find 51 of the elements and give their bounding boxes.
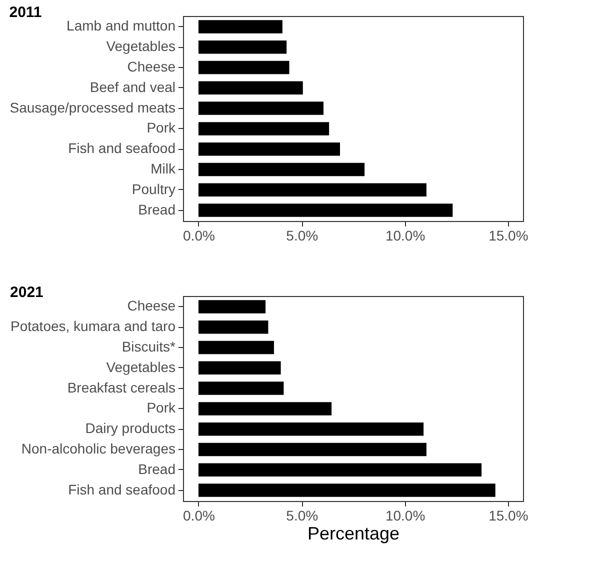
bar — [198, 300, 266, 314]
y-tick-label: Lamb and mutton — [66, 18, 176, 34]
bar — [198, 361, 281, 375]
bar — [198, 40, 287, 54]
y-tick-label: Vegetables — [106, 358, 176, 375]
text: 2021 — [10, 284, 44, 301]
bar — [198, 402, 332, 416]
x-tick-label: 5.0% — [286, 228, 318, 244]
y-tick-label: Biscuits* — [122, 338, 176, 355]
bar — [198, 320, 268, 334]
bar — [198, 102, 324, 115]
y-tick-label: Breakfast cereals — [67, 379, 176, 396]
bar — [198, 142, 340, 156]
x-tick-label: 15.0% — [488, 228, 528, 244]
bar — [198, 183, 426, 197]
y-tick-label: Bread — [138, 201, 176, 218]
y-tick-label: Pork — [146, 120, 176, 136]
text: 2011 — [9, 4, 42, 21]
bar — [198, 382, 284, 395]
y-tick-label: Vegetables — [106, 38, 176, 54]
y-tick-label: Pork — [146, 400, 176, 416]
y-tick-label: Fish and seafood — [68, 140, 176, 156]
y-tick-label: Beef and veal — [90, 78, 176, 95]
y-tick-label: Milk — [150, 160, 176, 176]
y-tick-label: Cheese — [127, 58, 176, 75]
y-tick-label: Bread — [138, 460, 176, 477]
bar — [198, 422, 424, 436]
bar — [198, 340, 274, 354]
x-axis-title: Percentage — [307, 524, 400, 544]
bar — [198, 122, 330, 136]
y-tick-label: Potatoes, kumara and taro — [10, 318, 176, 334]
x-tick-label: 10.0% — [385, 508, 426, 524]
bar — [198, 442, 426, 456]
x-tick-label: 10.0% — [385, 228, 426, 244]
bar — [198, 463, 482, 477]
bar — [198, 162, 365, 176]
y-tick-label: Poultry — [132, 180, 176, 197]
y-tick-label: Dairy products — [85, 420, 176, 436]
x-tick-label: 0.0% — [183, 228, 215, 244]
x-tick-label: 5.0% — [286, 508, 318, 524]
bar — [198, 60, 290, 74]
y-tick-label: Cheese — [127, 298, 176, 314]
bar — [198, 81, 303, 95]
y-tick-label: Sausage/processed meats — [10, 99, 176, 116]
x-tick-label: 15.0% — [488, 508, 528, 524]
y-tick-label: Fish and seafood — [68, 481, 176, 498]
bar — [198, 20, 282, 34]
bar — [198, 204, 453, 217]
bar — [198, 484, 496, 497]
x-tick-label: 0.0% — [183, 508, 215, 524]
y-tick-label: Non-alcoholic beverages — [21, 440, 176, 456]
